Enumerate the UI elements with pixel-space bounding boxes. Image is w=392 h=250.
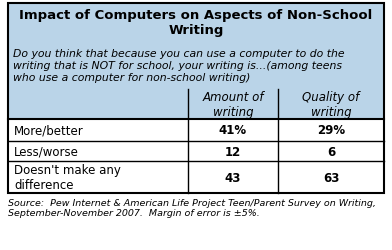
- Text: 41%: 41%: [219, 124, 247, 137]
- Bar: [8, 120, 384, 193]
- Text: 29%: 29%: [317, 124, 345, 137]
- Text: 43: 43: [225, 171, 241, 184]
- Text: Quality of
writing: Quality of writing: [302, 91, 359, 118]
- Bar: [8, 4, 384, 119]
- Text: 12: 12: [225, 145, 241, 158]
- Text: Less/worse: Less/worse: [14, 145, 79, 158]
- Text: More/better: More/better: [14, 124, 84, 137]
- Text: Amount of
writing: Amount of writing: [202, 91, 264, 118]
- Text: 6: 6: [327, 145, 335, 158]
- Text: Do you think that because you can use a computer to do the
writing that is NOT f: Do you think that because you can use a …: [13, 49, 345, 82]
- Bar: [8, 4, 384, 193]
- Text: Source:  Pew Internet & American Life Project Teen/Parent Survey on Writing,
Sep: Source: Pew Internet & American Life Pro…: [8, 198, 376, 218]
- Text: 63: 63: [323, 171, 339, 184]
- Text: Impact of Computers on Aspects of Non-School
Writing: Impact of Computers on Aspects of Non-Sc…: [19, 9, 373, 37]
- Text: Doesn't make any
difference: Doesn't make any difference: [14, 163, 121, 191]
